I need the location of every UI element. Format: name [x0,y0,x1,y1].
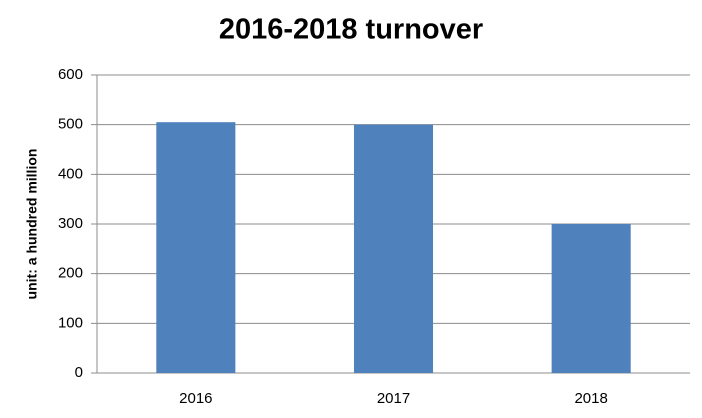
x-tick-label: 2018 [574,390,607,407]
y-tick-label: 100 [58,314,83,331]
y-tick-label: 600 [58,66,83,83]
bar [156,122,236,373]
x-tick-label: 2017 [377,390,410,407]
y-tick-label: 400 [58,165,83,182]
y-axis-label: unit: a hundred million [24,149,40,300]
bar [551,224,631,373]
y-tick-label: 200 [58,265,83,282]
x-tick-label: 2016 [179,390,212,407]
chart-title: 2016-2018 turnover [219,14,483,46]
y-tick-label: 300 [58,215,83,232]
y-tick-label: 0 [75,364,83,381]
y-tick-label: 500 [58,116,83,133]
bar [353,124,434,374]
